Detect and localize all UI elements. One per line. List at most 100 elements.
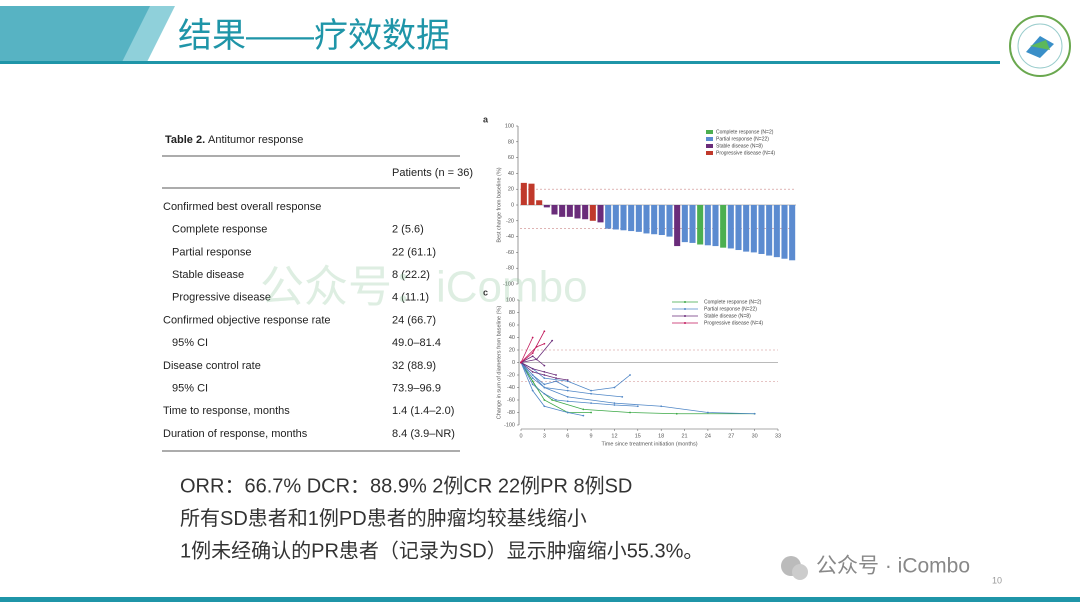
logo-inner bbox=[1017, 23, 1063, 69]
bar bbox=[789, 205, 796, 261]
response-line bbox=[520, 362, 623, 398]
row-label: Partial response bbox=[172, 246, 252, 258]
row-label: Confirmed objective response rate bbox=[163, 314, 331, 326]
bar bbox=[704, 205, 711, 246]
y-tick-label: -80 bbox=[507, 410, 515, 416]
data-point bbox=[629, 411, 631, 414]
x-tick-label: 30 bbox=[752, 433, 758, 439]
y-tick-label: 80 bbox=[508, 139, 514, 145]
y-tick-label: -100 bbox=[504, 422, 515, 428]
y-tick-label: 100 bbox=[506, 297, 515, 303]
chart: a -100 -80 -60 -40 -20 0 20 40 60 80 100 Best change… bbox=[483, 114, 796, 287]
data-point bbox=[613, 404, 616, 406]
data-point bbox=[531, 389, 534, 392]
y-axis-label: Change in sum of diameters from baseline… bbox=[496, 306, 502, 420]
y-tick-label: -20 bbox=[506, 218, 514, 224]
data-point bbox=[675, 412, 678, 415]
data-point bbox=[555, 380, 557, 383]
bar bbox=[574, 205, 581, 219]
table-caption: Antitumor response bbox=[208, 134, 303, 146]
data-point bbox=[555, 377, 557, 380]
data-point bbox=[543, 392, 546, 395]
row-label: Duration of response, months bbox=[163, 428, 308, 440]
row-value: 8 (22.2) bbox=[392, 269, 430, 281]
y-tick-label: 40 bbox=[509, 335, 515, 341]
table: Table 2. Antitumor response Patients (n = … bbox=[162, 134, 473, 452]
footer-brand: 公众号 · iCombo bbox=[816, 555, 970, 578]
data-point bbox=[613, 386, 616, 389]
header-band bbox=[0, 6, 168, 62]
legend-label: Complete response (N=2) bbox=[704, 299, 762, 305]
legend-label: Complete response (N=2) bbox=[716, 129, 774, 135]
header-accent bbox=[122, 6, 175, 62]
legend-label: Progressive disease (N=4) bbox=[704, 320, 763, 326]
data-point bbox=[636, 405, 639, 408]
panel-label: c bbox=[483, 287, 488, 297]
y-tick-label: -100 bbox=[503, 281, 514, 287]
logo bbox=[1009, 15, 1071, 77]
response-line bbox=[520, 362, 557, 376]
legend-swatch bbox=[706, 130, 713, 134]
data-point bbox=[531, 336, 534, 339]
data-point bbox=[520, 361, 522, 364]
bar bbox=[597, 205, 604, 223]
bar bbox=[559, 205, 566, 217]
data-point bbox=[582, 414, 585, 417]
bar bbox=[589, 205, 596, 221]
bar bbox=[674, 205, 681, 247]
data-point bbox=[531, 352, 534, 355]
y-tick-label: -60 bbox=[506, 250, 514, 256]
x-axis-label: Time since treatment initiation (months) bbox=[601, 441, 697, 447]
bar bbox=[643, 205, 650, 234]
data-point bbox=[613, 402, 616, 405]
logo-mark bbox=[1030, 40, 1050, 50]
data-point bbox=[531, 367, 534, 370]
y-tick-label: 100 bbox=[505, 123, 514, 129]
x-tick-label: 15 bbox=[635, 433, 641, 439]
row-label: Confirmed best overall response bbox=[163, 201, 321, 213]
x-tick-label: 9 bbox=[590, 433, 593, 439]
data-point bbox=[582, 408, 585, 411]
data-point bbox=[551, 399, 554, 401]
data-point bbox=[551, 339, 554, 342]
bar bbox=[551, 205, 558, 215]
row-value: 4 (11.1) bbox=[392, 292, 429, 304]
data-point bbox=[543, 342, 546, 345]
data-point bbox=[566, 389, 569, 392]
data-point bbox=[566, 379, 569, 381]
x-tick-label: 6 bbox=[566, 433, 569, 439]
y-tick-label: 0 bbox=[511, 202, 514, 208]
y-tick-label: -20 bbox=[507, 372, 515, 378]
bar bbox=[750, 205, 757, 253]
row-label: Time to response, months bbox=[163, 405, 290, 417]
row-label: 95% CI bbox=[172, 337, 208, 349]
bar bbox=[773, 205, 780, 258]
data-point bbox=[629, 374, 631, 376]
footer-watermark: 公众号 · iCombo bbox=[781, 555, 970, 580]
row-label: Progressive disease bbox=[172, 292, 271, 304]
legend-label: Partial response (N=22) bbox=[716, 136, 769, 142]
bar bbox=[520, 182, 527, 205]
x-tick-label: 33 bbox=[775, 433, 781, 439]
x-tick-label: 12 bbox=[611, 433, 617, 439]
data-point bbox=[566, 400, 569, 403]
data-point bbox=[543, 374, 546, 376]
wechat-icon bbox=[792, 564, 808, 580]
note-line: ORR：66.7% DCR：88.9% 2例CR 22例PR 8例SD bbox=[180, 474, 632, 497]
bar bbox=[612, 205, 619, 230]
response-line bbox=[520, 337, 534, 363]
bar bbox=[681, 205, 688, 243]
legend-swatch bbox=[706, 151, 713, 155]
legend-swatch bbox=[706, 144, 713, 148]
bar bbox=[712, 205, 719, 247]
data-point bbox=[543, 399, 546, 401]
data-point bbox=[531, 370, 534, 373]
data-point bbox=[566, 380, 569, 383]
x-tick-label: 27 bbox=[728, 433, 734, 439]
row-label: 95% CI bbox=[172, 383, 208, 395]
data-point bbox=[566, 411, 569, 414]
legend-label: Progressive disease (N=4) bbox=[716, 150, 775, 156]
note-line: 1例未经确认的PR患者（记录为SD）显示肿瘤缩小55.3%。 bbox=[180, 539, 703, 562]
data-point bbox=[590, 411, 592, 414]
bar bbox=[582, 205, 589, 220]
